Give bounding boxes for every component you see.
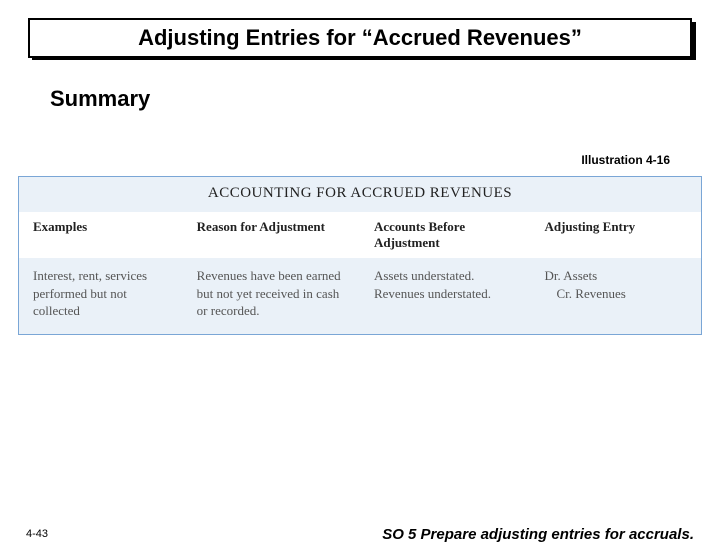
- summary-heading: Summary: [50, 86, 720, 112]
- title-box: Adjusting Entries for “Accrued Revenues”: [28, 18, 692, 58]
- cell-accounts: Assets understated. Revenues understated…: [360, 258, 531, 334]
- accrued-revenues-table: Examples Reason for Adjustment Accounts …: [19, 212, 701, 334]
- entry-dr: Dr. Assets: [544, 268, 597, 283]
- slide-title: Adjusting Entries for “Accrued Revenues”: [40, 25, 680, 51]
- page-number: 4-43: [26, 528, 48, 540]
- col-entry: Adjusting Entry: [530, 212, 701, 258]
- slide-title-bar: Adjusting Entries for “Accrued Revenues”: [28, 18, 692, 58]
- figure-heading: ACCOUNTING FOR ACCRUED REVENUES: [19, 177, 701, 212]
- cell-examples: Interest, rent, services performed but n…: [19, 258, 183, 334]
- cell-entry: Dr. Assets Cr. Revenues: [530, 258, 701, 334]
- cell-reason: Revenues have been earned but not yet re…: [183, 258, 360, 334]
- slide-footer: SO 5 Prepare adjusting entries for accru…: [382, 526, 694, 543]
- accounting-figure: ACCOUNTING FOR ACCRUED REVENUES Examples…: [18, 176, 702, 335]
- table-row: Interest, rent, services performed but n…: [19, 258, 701, 334]
- table-header-row: Examples Reason for Adjustment Accounts …: [19, 212, 701, 258]
- illustration-label: Illustration 4-16: [581, 153, 670, 167]
- col-examples: Examples: [19, 212, 183, 258]
- col-accounts: Accounts Before Adjustment: [360, 212, 531, 258]
- col-reason: Reason for Adjustment: [183, 212, 360, 258]
- entry-cr: Cr. Revenues: [544, 285, 625, 303]
